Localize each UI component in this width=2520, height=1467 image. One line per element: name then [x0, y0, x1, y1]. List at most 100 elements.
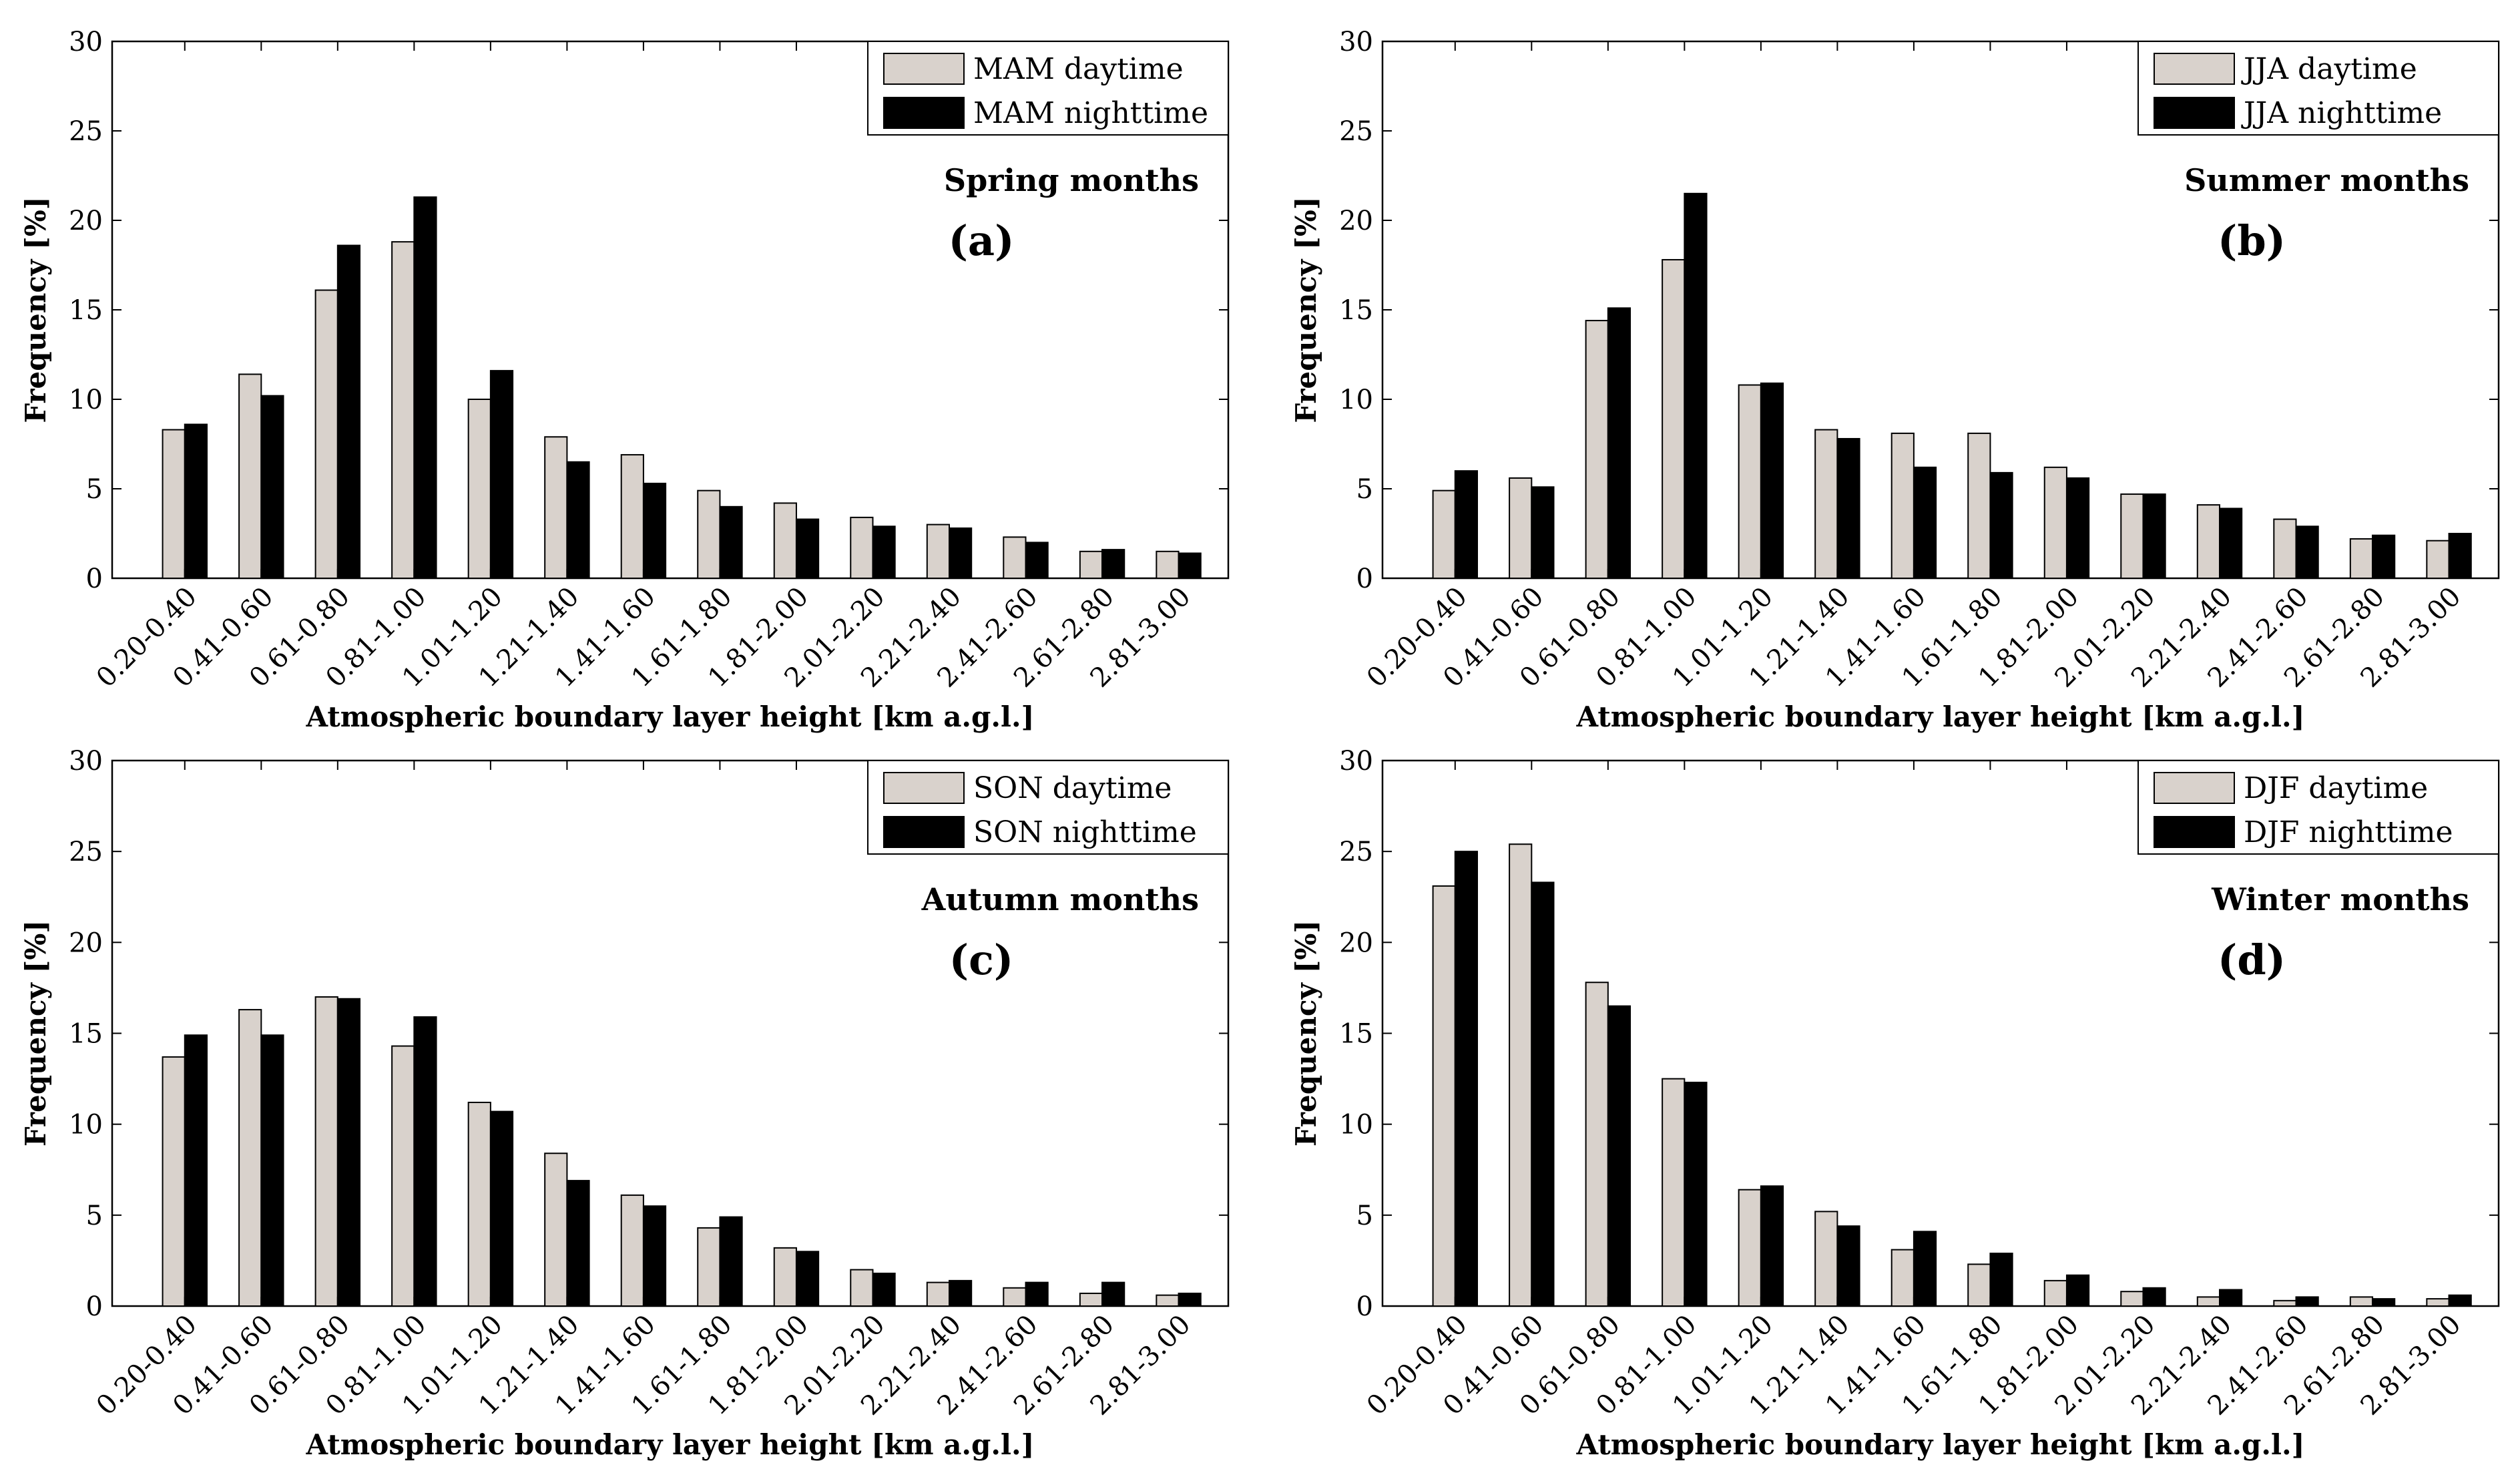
- bar-daytime: [620, 1194, 644, 1307]
- bar-nighttime: [1989, 1253, 2013, 1307]
- legend-label-daytime: JJA daytime: [2241, 52, 2417, 86]
- y-axis-label: Frequency [%]: [19, 196, 52, 423]
- y-tick-label: 20: [1339, 206, 1373, 236]
- y-tick-label: 5: [1356, 1201, 1373, 1231]
- y-tick-label: 25: [69, 837, 103, 867]
- y-tick-label: 0: [1356, 1291, 1373, 1322]
- bar-nighttime: [1684, 192, 1708, 579]
- bar-nighttime: [1684, 1082, 1708, 1307]
- bar-nighttime: [719, 1216, 743, 1307]
- legend-swatch-daytime: [2154, 53, 2235, 85]
- x-axis-label: Atmospheric boundary layer height [km a.…: [1576, 700, 2305, 733]
- bar-nighttime: [2219, 507, 2243, 579]
- bar-daytime: [1003, 536, 1027, 579]
- bar-nighttime: [1913, 1231, 1937, 1307]
- bar-daytime: [1585, 982, 1609, 1307]
- bar-nighttime: [489, 370, 514, 579]
- bar-nighttime: [336, 244, 361, 579]
- legend-label-nighttime: MAM nighttime: [973, 96, 1208, 130]
- legend-swatch-daytime: [883, 772, 965, 804]
- bar-daytime: [926, 1281, 951, 1307]
- chart-panel-d: 0510152025300.20-0.400.41-0.600.61-0.800…: [1290, 746, 2500, 1461]
- bar-nighttime: [949, 1279, 973, 1307]
- bar-nighttime: [1607, 1005, 1631, 1307]
- bar-nighttime: [489, 1110, 514, 1307]
- bar-daytime: [2196, 504, 2221, 579]
- bar-nighttime: [2142, 493, 2166, 579]
- season-label: Winter months: [2211, 881, 2469, 917]
- bar-daytime: [1738, 1189, 1762, 1307]
- x-axis-label: Atmospheric boundary layer height [km a.…: [306, 700, 1035, 733]
- bar-nighttime: [260, 1034, 284, 1307]
- bar-nighttime: [1607, 307, 1631, 579]
- y-tick-label: 20: [69, 206, 103, 236]
- chart-panel-b: 0510152025300.20-0.400.41-0.600.61-0.800…: [1290, 27, 2500, 733]
- y-axis-label: Frequency [%]: [19, 920, 52, 1146]
- season-label: Autumn months: [921, 881, 1199, 917]
- bar-daytime: [1079, 550, 1103, 579]
- bar-daytime: [1156, 550, 1180, 579]
- bar-nighttime: [413, 196, 437, 580]
- bar-daytime: [1156, 1294, 1180, 1307]
- bar-daytime: [2273, 518, 2297, 579]
- bar-nighttime: [2065, 1274, 2090, 1307]
- panel-letter: (b): [2218, 216, 2286, 265]
- bar-nighttime: [1531, 486, 1555, 579]
- y-tick-label: 25: [1339, 837, 1373, 867]
- y-tick-label: 5: [1356, 474, 1373, 505]
- bar-daytime: [1738, 384, 1762, 579]
- y-tick-label: 10: [1339, 1110, 1373, 1140]
- bar-nighttime: [1101, 549, 1125, 579]
- bar-daytime: [1585, 320, 1609, 579]
- bar-nighttime: [566, 1180, 590, 1307]
- bar-nighttime: [2448, 1294, 2472, 1307]
- bar-daytime: [1509, 843, 1533, 1307]
- y-tick-label: 0: [1356, 564, 1373, 594]
- bar-nighttime: [1101, 1281, 1125, 1307]
- y-tick-label: 15: [69, 1019, 103, 1050]
- y-tick-label: 30: [69, 746, 103, 777]
- bar-daytime: [2349, 538, 2374, 579]
- bar-daytime: [2426, 540, 2450, 579]
- legend-swatch-nighttime: [883, 816, 965, 848]
- bar-daytime: [926, 523, 951, 579]
- bar-daytime: [314, 996, 338, 1307]
- bar-nighttime: [1531, 881, 1555, 1307]
- y-tick-label: 25: [69, 116, 103, 147]
- bar-daytime: [1432, 885, 1456, 1307]
- y-tick-label: 0: [86, 564, 103, 594]
- bar-daytime: [773, 502, 797, 579]
- bar-daytime: [467, 399, 491, 579]
- bar-daytime: [1432, 489, 1456, 579]
- bar-daytime: [2196, 1296, 2221, 1307]
- legend-swatch-daytime: [2154, 772, 2235, 804]
- panel-letter: (a): [949, 216, 1015, 265]
- y-tick-label: 30: [1339, 27, 1373, 57]
- bar-nighttime: [1454, 851, 1479, 1307]
- bar-daytime: [162, 429, 186, 579]
- bar-daytime: [1814, 1211, 1838, 1307]
- y-tick-label: 10: [1339, 385, 1373, 415]
- bar-daytime: [1662, 1078, 1686, 1307]
- bar-nighttime: [1836, 437, 1860, 580]
- bar-nighttime: [184, 1034, 208, 1307]
- bar-nighttime: [1025, 1281, 1049, 1307]
- chart-panel-c: 0510152025300.20-0.400.41-0.600.61-0.800…: [19, 746, 1230, 1461]
- y-tick-label: 10: [69, 1110, 103, 1140]
- bar-nighttime: [1178, 1292, 1202, 1307]
- bar-nighttime: [719, 505, 743, 579]
- season-label: Spring months: [944, 162, 1199, 198]
- bar-nighttime: [1760, 382, 1784, 579]
- bar-daytime: [162, 1056, 186, 1307]
- bar-daytime: [620, 454, 644, 580]
- chart-panel-a: 0510152025300.20-0.400.41-0.600.61-0.800…: [19, 27, 1230, 733]
- y-tick-label: 30: [1339, 746, 1373, 777]
- y-tick-label: 10: [69, 385, 103, 415]
- bar-daytime: [544, 436, 568, 580]
- y-tick-label: 25: [1339, 116, 1373, 147]
- bar-nighttime: [949, 527, 973, 580]
- bar-nighttime: [1989, 471, 2013, 579]
- bar-daytime: [850, 1269, 874, 1307]
- bar-daytime: [238, 1009, 262, 1307]
- legend-label-nighttime: SON nighttime: [973, 815, 1197, 849]
